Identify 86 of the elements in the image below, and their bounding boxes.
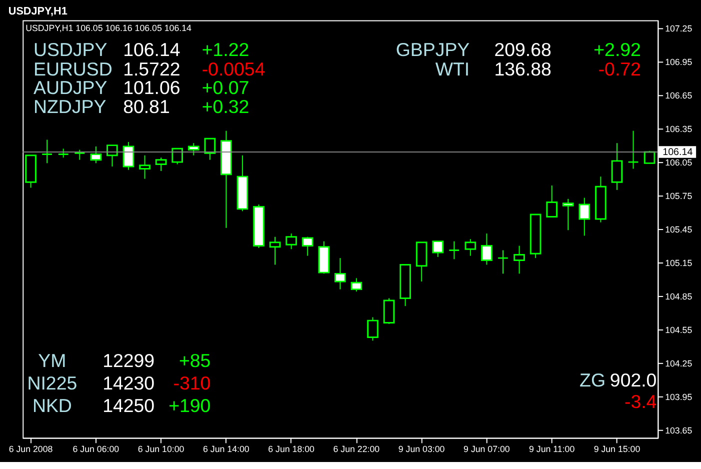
annotation: +2.92 (594, 38, 641, 60)
candlestick (367, 316, 378, 342)
annotation: +190 (168, 395, 211, 416)
candlestick (448, 240, 460, 260)
x-tick-label: 6 Jun 18:00 (268, 444, 315, 454)
annotation: USDJPY (33, 38, 108, 60)
candlestick (106, 144, 118, 168)
annotation: -3.4 (624, 391, 657, 412)
y-tick-label: 103.65 (665, 425, 692, 436)
annotation: NZDJPY (33, 96, 107, 117)
candlestick (562, 198, 574, 231)
annotation: YM (38, 350, 66, 371)
candlestick (122, 141, 134, 170)
annotation: 1.5722 (123, 58, 180, 80)
annotation: 12299 (102, 350, 155, 371)
x-tick-label: 6 Jun 2008 (8, 444, 53, 454)
candlestick (546, 185, 558, 218)
y-tick-label: 106.95 (665, 57, 692, 68)
x-tick-label: 9 Jun 03:00 (398, 444, 445, 454)
annotation: 136.88 (494, 58, 552, 80)
candlestick (139, 154, 150, 180)
x-tick-label: 6 Jun 10:00 (138, 444, 184, 454)
candlestick (432, 240, 444, 258)
y-tick-label: 107.25 (665, 24, 692, 34)
x-tick-label: 9 Jun 11:00 (529, 444, 575, 454)
annotation: 209.68 (494, 38, 552, 60)
y-tick-label: 106.35 (665, 124, 692, 134)
annotation: EURUSD (33, 58, 112, 80)
x-tick-label: 9 Jun 15:00 (594, 444, 640, 454)
annotation: +0.32 (202, 96, 250, 117)
y-tick-label: 104.85 (665, 291, 692, 302)
candlestick (155, 157, 167, 172)
candlestick (644, 150, 656, 164)
annotation: -310 (173, 372, 211, 394)
annotation: +85 (178, 350, 211, 371)
y-tick-label: 103.95 (665, 392, 692, 402)
candlestick (578, 197, 590, 236)
annotation: +1.22 (202, 38, 250, 60)
candlestick (350, 278, 362, 292)
annotation: GBPJPY (396, 38, 470, 60)
x-tick-label: 9 Jun 07:00 (464, 444, 510, 454)
x-tick-label: 6 Jun 22:00 (333, 444, 380, 454)
annotation: 101.06 (123, 77, 180, 98)
y-tick-label: 104.25 (665, 358, 692, 368)
candlestick (416, 242, 428, 282)
candlestick (74, 149, 86, 160)
y-tick-label: 104.55 (665, 324, 692, 335)
annotation: 902.0 (610, 370, 657, 391)
candlestick (41, 139, 53, 164)
annotation: -0.72 (598, 58, 641, 80)
chart-subtitle: USDJPY,H1 106.05 106.16 106.05 106.14 (26, 23, 192, 34)
candlestick (383, 298, 395, 324)
annotation: 106.14 (123, 38, 180, 60)
candlestick (514, 245, 525, 274)
annotation: +0.07 (202, 77, 250, 98)
candlestick (90, 146, 102, 164)
candlestick (302, 236, 314, 256)
x-tick-label: 6 Jun 14:00 (203, 444, 250, 454)
ref-line-label: 106.14 (662, 146, 694, 158)
candlestick (188, 142, 200, 156)
candlestick (497, 250, 509, 274)
candlestick (204, 138, 216, 160)
candlestick (286, 233, 297, 250)
candlestick (611, 142, 623, 190)
annotation: NI225 (27, 372, 78, 394)
y-tick-label: 105.45 (665, 224, 692, 234)
candlestick (481, 233, 492, 266)
y-tick-label: 106.05 (665, 158, 692, 168)
candlestick (269, 236, 281, 266)
y-tick-label: 105.75 (665, 190, 692, 201)
candlestick (464, 238, 476, 256)
y-tick-label: 105.15 (665, 258, 692, 268)
annotation: 14230 (102, 372, 155, 394)
annotation: -0.0054 (202, 58, 266, 80)
annotation: 14250 (102, 395, 155, 416)
annotation: WTI (435, 58, 470, 80)
annotation: NKD (32, 395, 72, 416)
chart-title: USDJPY,H1 (8, 5, 68, 18)
x-tick-label: 6 Jun 06:00 (72, 444, 120, 454)
candlestick (334, 258, 346, 290)
annotation: AUDJPY (33, 77, 108, 98)
annotation: ZG (580, 370, 606, 391)
candlestick (172, 148, 183, 165)
annotation: 80.81 (123, 96, 170, 117)
candlestick (628, 130, 639, 170)
y-tick-label: 106.65 (665, 90, 692, 101)
